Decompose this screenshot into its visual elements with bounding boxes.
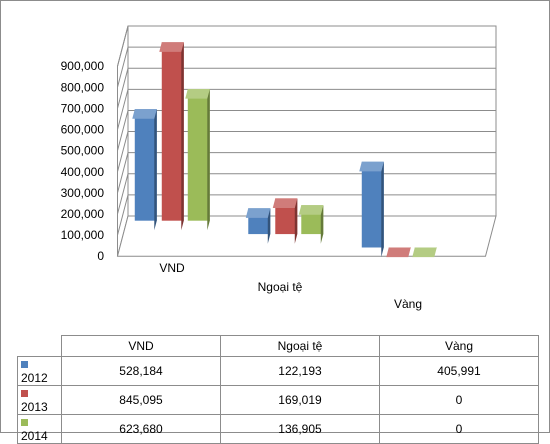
y-tick-label: 400,000 bbox=[61, 165, 105, 179]
table-row-header: 2013 bbox=[17, 385, 62, 415]
bar-2013-0 bbox=[159, 42, 184, 231]
table-cell: 122,193 bbox=[220, 356, 380, 386]
y-tick-label: 700,000 bbox=[61, 101, 105, 115]
gridline-side bbox=[117, 68, 129, 109]
y-tick-label: 200,000 bbox=[61, 207, 105, 221]
bar-front bbox=[161, 42, 184, 221]
bar-top bbox=[386, 247, 411, 258]
bar-top bbox=[245, 208, 271, 218]
bar-top bbox=[412, 247, 437, 258]
table-header-cell: Vàng bbox=[379, 335, 539, 357]
gridline-side bbox=[117, 173, 129, 215]
data-table: VND Ngoại tệ Vàng 2012 528,184 122,193 4… bbox=[17, 335, 539, 444]
bar-top bbox=[359, 161, 384, 172]
table-header-row: VND Ngoại tệ Vàng bbox=[17, 335, 539, 357]
legend-label: 2014 bbox=[21, 429, 48, 443]
bar-chart-3d: 0 100,000 200,000 300,000 400,000 500,000 600,… bbox=[61, 25, 497, 311]
y-tick-label: 300,000 bbox=[61, 186, 105, 200]
bar-top bbox=[272, 198, 298, 209]
bar-side bbox=[320, 205, 324, 244]
bar-side bbox=[207, 89, 210, 231]
table-header-cell: VND bbox=[61, 335, 221, 357]
bar-front bbox=[361, 161, 384, 248]
table-row: 2014 623,680 136,905 0 bbox=[17, 414, 539, 444]
bar-side bbox=[181, 42, 184, 231]
bar-front bbox=[134, 109, 157, 221]
gridline-side bbox=[117, 152, 129, 193]
bar-top bbox=[159, 42, 184, 52]
gridline-side bbox=[117, 194, 129, 236]
bar-top bbox=[298, 205, 324, 215]
y-tick-label: 500,000 bbox=[61, 144, 105, 158]
gridline-side bbox=[117, 46, 129, 88]
bar-2012-2 bbox=[359, 161, 384, 258]
bar-top bbox=[132, 109, 157, 119]
table-cell: 528,184 bbox=[61, 356, 221, 386]
bar-2012-1 bbox=[245, 208, 271, 244]
gridline-side bbox=[117, 131, 129, 172]
y-tick-label: 100,000 bbox=[61, 228, 105, 242]
bar-side bbox=[381, 161, 384, 258]
bar-2013-2 bbox=[386, 247, 411, 258]
y-tick-label: 0 bbox=[97, 249, 104, 263]
table-corner bbox=[17, 335, 62, 357]
x-category-label: Vàng bbox=[394, 297, 422, 311]
legend-key-2012 bbox=[21, 361, 28, 369]
table-cell: 169,019 bbox=[220, 385, 380, 415]
bar-top bbox=[185, 89, 210, 99]
bar-side bbox=[294, 198, 298, 244]
gridline-side bbox=[117, 110, 129, 151]
y-tick-label: 600,000 bbox=[61, 123, 105, 137]
y-tick-label: 800,000 bbox=[61, 80, 105, 94]
bar-2014-2 bbox=[412, 247, 437, 258]
table-cell: 136,905 bbox=[220, 414, 380, 444]
bar-2014-0 bbox=[185, 89, 210, 231]
bar-side bbox=[267, 208, 271, 244]
table-cell: 623,680 bbox=[61, 414, 221, 444]
table-cell: 845,095 bbox=[61, 385, 221, 415]
x-category-label: VND bbox=[159, 261, 185, 275]
gridline-side bbox=[117, 89, 129, 130]
table-cell: 405,991 bbox=[379, 356, 539, 386]
table-cell: 0 bbox=[379, 385, 539, 415]
bar-side bbox=[154, 109, 157, 231]
legend-label: 2013 bbox=[21, 400, 48, 414]
gridline-side bbox=[117, 25, 129, 67]
table-row: 2012 528,184 122,193 405,991 bbox=[17, 356, 539, 386]
table-cell: 0 bbox=[379, 414, 539, 444]
table-header-cell: Ngoại tệ bbox=[220, 335, 380, 357]
legend-key-2013 bbox=[21, 390, 28, 398]
legend-key-2014 bbox=[21, 419, 28, 427]
bar-2014-1 bbox=[298, 205, 324, 244]
bar-2012-0 bbox=[132, 109, 157, 231]
y-tick-label: 900,000 bbox=[61, 59, 105, 73]
table-row-header: 2014 bbox=[17, 414, 62, 444]
bar-2013-1 bbox=[272, 198, 298, 244]
table-row-header: 2012 bbox=[17, 356, 62, 386]
table-row: 2013 845,095 169,019 0 bbox=[17, 385, 539, 415]
legend-label: 2012 bbox=[21, 371, 48, 385]
bar-front bbox=[187, 89, 210, 221]
x-category-label: Ngoại tệ bbox=[258, 280, 303, 294]
